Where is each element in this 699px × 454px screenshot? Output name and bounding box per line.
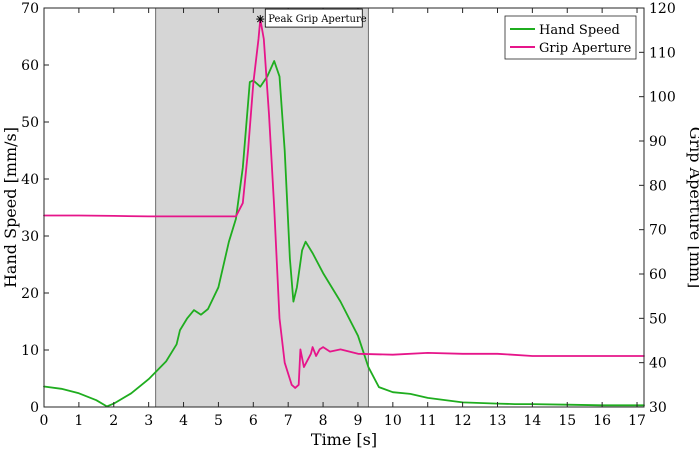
x-tick-label: 16	[593, 413, 611, 429]
series-line-grip-aperture	[43, 18, 645, 389]
annotation-box	[264, 8, 363, 28]
y-left-tick-label: 40	[21, 172, 39, 188]
legend-box	[504, 15, 637, 60]
x-tick-label: 13	[489, 413, 507, 429]
x-tick-label: 8	[319, 413, 328, 429]
y-axis-left-label: Hand Speed [mm/s]	[1, 127, 20, 288]
y-left-tick-label: 60	[21, 58, 39, 74]
y-left-tick-label: 10	[21, 343, 39, 359]
x-tick-label: 0	[40, 413, 49, 429]
x-tick-label: 4	[179, 413, 188, 429]
x-tick-label: 15	[558, 413, 576, 429]
y-right-tick-label: 30	[649, 400, 667, 416]
x-tick-label: 1	[74, 413, 83, 429]
y-right-tick-label: 110	[649, 45, 676, 61]
x-tick-label: 12	[454, 413, 472, 429]
x-tick-label: 10	[384, 413, 402, 429]
series-line-hand-speed	[43, 60, 645, 408]
y-left-tick-label: 0	[30, 400, 39, 416]
y-right-tick-label: 60	[649, 267, 667, 283]
x-tick-label: 5	[214, 413, 223, 429]
y-right-tick-label: 100	[649, 90, 676, 106]
y-right-tick-label: 120	[649, 1, 676, 17]
legend-label-hand-speed: Hand Speed	[539, 23, 620, 38]
x-axis-label: Time [s]	[311, 430, 377, 449]
y-left-tick-label: 20	[21, 286, 39, 302]
x-tick-label: 2	[109, 413, 118, 429]
x-tick-label: 7	[284, 413, 293, 429]
peak-marker	[256, 15, 265, 24]
x-tick-label: 9	[353, 413, 362, 429]
y-left-tick-label: 70	[21, 1, 39, 17]
y-axis-right-label: Grip Aperture [mm]	[686, 127, 699, 289]
y-left-tick-label: 30	[21, 229, 39, 245]
peak-marker-stroke	[256, 15, 264, 23]
shaded-region	[155, 7, 369, 408]
x-tick-label: 14	[523, 413, 541, 429]
x-tick-label: 3	[144, 413, 153, 429]
x-tick-label: 17	[628, 413, 646, 429]
y-right-tick-label: 80	[649, 178, 667, 194]
shaded-region-layer	[155, 7, 369, 408]
annotation-label: Peak Grip Aperture	[268, 14, 367, 25]
y-left-tick-label: 50	[21, 115, 39, 131]
x-tick-label: 11	[419, 413, 437, 429]
annotation-layer: Peak Grip Aperture	[256, 8, 367, 28]
axes-box	[43, 7, 645, 408]
y-right-tick-label: 90	[649, 134, 667, 150]
tick-layer: 0 1 2 3 4 5 6 7 8 9 10 11 12 13 14 15 16 1701020304050607…	[21, 1, 676, 429]
y-right-tick-label: 50	[649, 311, 667, 327]
legend: Hand Speed Grip Aperture	[504, 15, 637, 60]
y-right-tick-label: 40	[649, 356, 667, 372]
legend-label-grip-aperture: Grip Aperture	[539, 41, 632, 56]
x-tick-label: 6	[249, 413, 258, 429]
series-layer	[43, 18, 645, 408]
y-right-tick-label: 70	[649, 223, 667, 239]
